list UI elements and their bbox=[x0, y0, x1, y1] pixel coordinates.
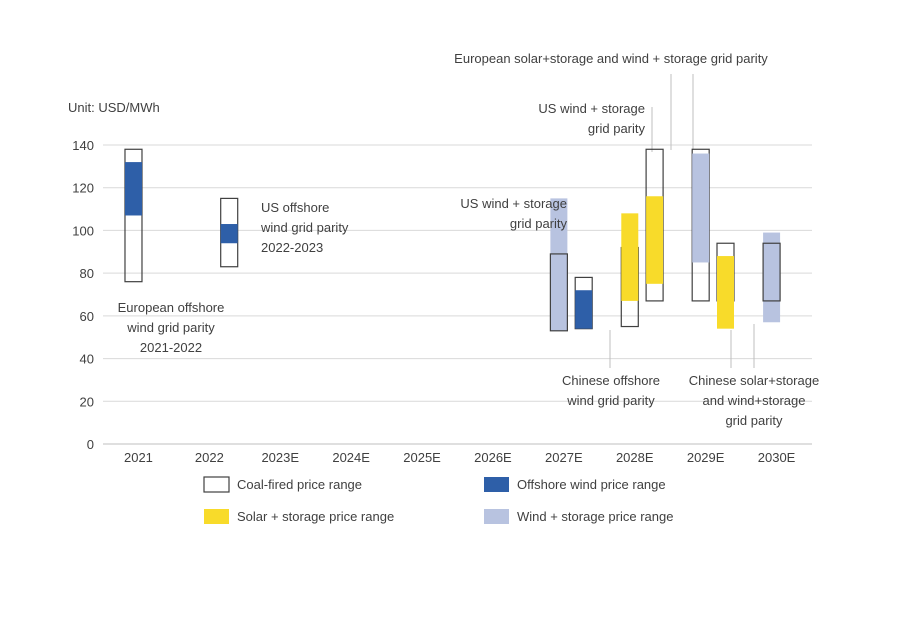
range-bar-offshore-2022-right bbox=[220, 224, 238, 244]
annotation-line: Chinese solar+storage bbox=[689, 373, 819, 388]
range-bar-offshore-2027e-right bbox=[575, 290, 593, 329]
annotation-line: grid parity bbox=[725, 413, 783, 428]
unit-label: Unit: USD/MWh bbox=[68, 100, 160, 115]
x-tick-label: 2030E bbox=[758, 450, 796, 465]
annotation-connectors bbox=[609, 74, 755, 368]
y-tick-label: 0 bbox=[87, 437, 94, 452]
x-tick-label: 2022 bbox=[195, 450, 224, 465]
range-bar-coal-2021-left bbox=[124, 148, 143, 283]
x-tick-label: 2024E bbox=[332, 450, 370, 465]
legend-label-wind: Wind + storage price range bbox=[517, 509, 673, 524]
annotation-line: wind grid parity bbox=[126, 320, 215, 335]
annotations: European offshore wind grid parity 2021-20… bbox=[118, 51, 820, 428]
range-bar-coal-2030e-left bbox=[762, 242, 781, 302]
legend-label-offshore: Offshore wind price range bbox=[517, 477, 666, 492]
range-bar-wind-2029e-left bbox=[692, 153, 710, 263]
annotation-line: US wind + storage bbox=[538, 101, 645, 116]
annotation-us-offshore: US offshore wind grid parity 2022-2023 bbox=[260, 200, 349, 255]
annotation-line: 2022-2023 bbox=[261, 240, 323, 255]
x-tick-label: 2028E bbox=[616, 450, 654, 465]
annotation-cn-offshore: Chinese offshore wind grid parity bbox=[562, 373, 660, 408]
annotation-line: and wind+storage bbox=[703, 393, 806, 408]
annotation-cn-solar-wind: Chinese solar+storage and wind+storage gri… bbox=[689, 373, 819, 428]
y-tick-label: 140 bbox=[72, 138, 94, 153]
x-tick-label: 2021 bbox=[124, 450, 153, 465]
legend-swatch-wind bbox=[484, 509, 509, 524]
y-tick-label: 60 bbox=[80, 309, 94, 324]
annotation-us-wind-2028: US wind + storage grid parity bbox=[538, 101, 645, 136]
range-bar-offshore-2021-left bbox=[124, 162, 142, 216]
annotation-line: US wind + storage bbox=[460, 196, 567, 211]
legend: Coal-fired price range Offshore wind pric… bbox=[203, 476, 673, 524]
annotation-us-wind-2027: US wind + storage grid parity bbox=[460, 196, 567, 231]
range-bar-wind-2030e-left bbox=[763, 232, 781, 323]
range-bar-wind-2027e-left bbox=[550, 198, 568, 331]
range-bar-coal-2027e-left bbox=[549, 253, 568, 332]
legend-swatch-solar bbox=[204, 509, 229, 524]
legend-swatch-offshore bbox=[484, 477, 509, 492]
y-axis-ticks: 0 20 40 60 80 100 120 140 bbox=[72, 138, 94, 452]
annotation-eu-solar-wind: European solar+storage and wind + storag… bbox=[454, 51, 768, 66]
annotation-line: US offshore bbox=[261, 200, 329, 215]
annotation-line: grid parity bbox=[510, 216, 568, 231]
range-bar-solar-2029e-right bbox=[717, 256, 735, 329]
legend-label-solar: Solar + storage price range bbox=[237, 509, 394, 524]
y-tick-label: 40 bbox=[80, 352, 94, 367]
x-tick-label: 2027E bbox=[545, 450, 583, 465]
x-tick-label: 2023E bbox=[261, 450, 299, 465]
x-axis-ticks: 2021 2022 2023E 2024E 2025E 2026E 2027E 2028E 20… bbox=[124, 450, 796, 465]
legend-swatch-coal bbox=[203, 476, 230, 493]
legend-label-coal: Coal-fired price range bbox=[237, 477, 362, 492]
annotation-line: European offshore bbox=[118, 300, 225, 315]
x-tick-label: 2026E bbox=[474, 450, 512, 465]
x-tick-label: 2025E bbox=[403, 450, 441, 465]
y-tick-label: 20 bbox=[80, 394, 94, 409]
annotation-line: European solar+storage and wind + storag… bbox=[454, 51, 768, 66]
annotation-line: grid parity bbox=[588, 121, 646, 136]
annotation-line: wind grid parity bbox=[566, 393, 655, 408]
range-bar-solar-2028e-right bbox=[646, 196, 664, 284]
range-bar-solar-2028e-left bbox=[621, 213, 639, 301]
annotation-line: Chinese offshore bbox=[562, 373, 660, 388]
annotation-line: 2021-2022 bbox=[140, 340, 202, 355]
range-bars bbox=[124, 148, 781, 332]
y-tick-label: 120 bbox=[72, 181, 94, 196]
y-tick-label: 80 bbox=[80, 266, 94, 281]
annotation-eu-offshore: European offshore wind grid parity 2021-20… bbox=[118, 300, 225, 355]
y-tick-label: 100 bbox=[72, 223, 94, 238]
x-tick-label: 2029E bbox=[687, 450, 725, 465]
annotation-line: wind grid parity bbox=[260, 220, 349, 235]
